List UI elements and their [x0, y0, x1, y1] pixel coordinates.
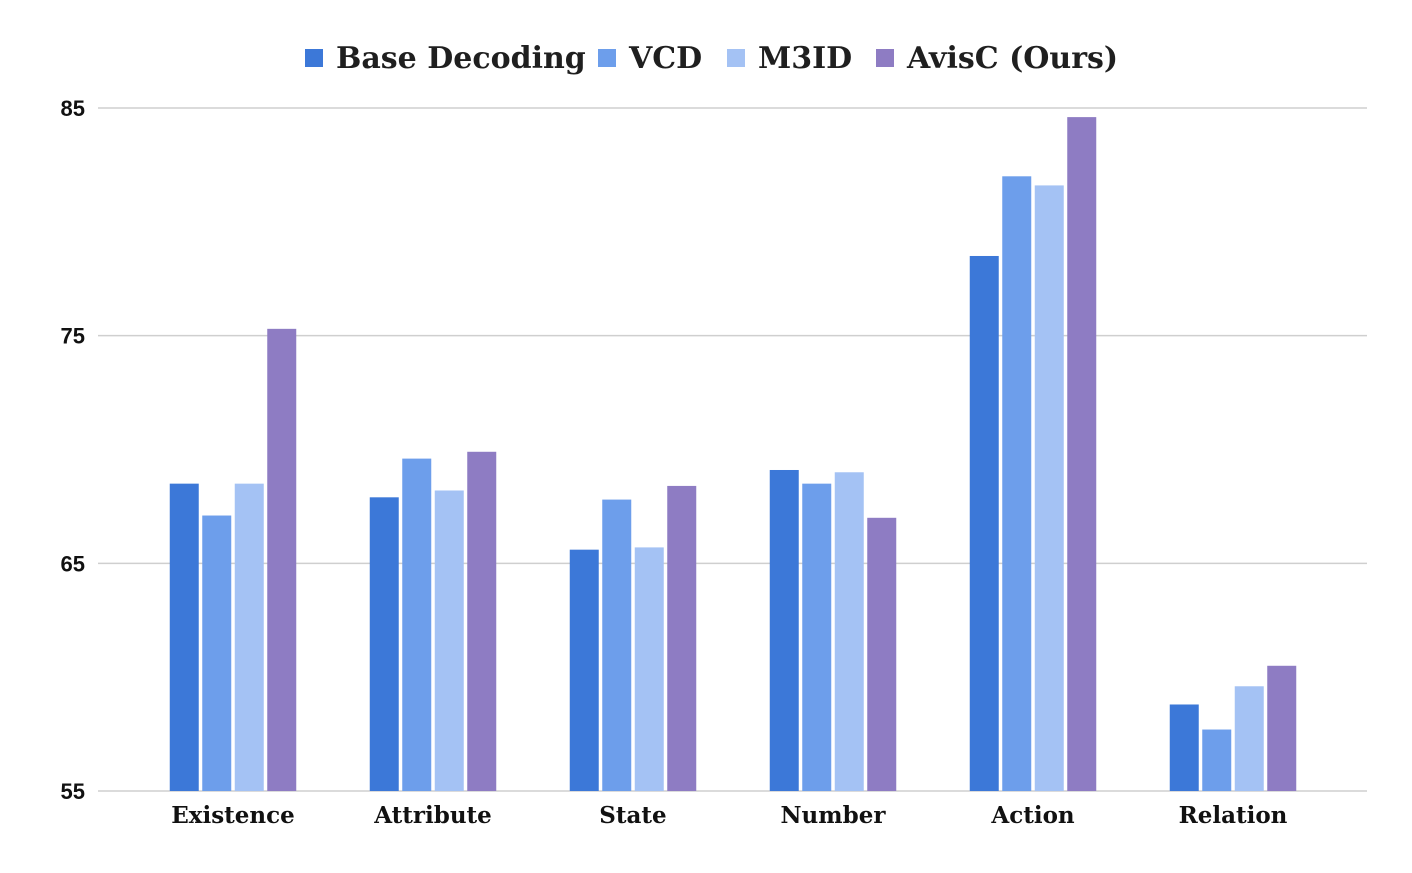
- gridlines: [98, 107, 1367, 792]
- y-tick-label: 85: [61, 96, 85, 121]
- legend-swatch: [727, 49, 745, 67]
- bar-attribute-m3id: [434, 490, 464, 791]
- x-category-label: Existence: [171, 802, 295, 829]
- legend-swatch: [305, 49, 323, 67]
- y-axis-ticks: 55 65 75 85: [61, 96, 85, 804]
- bar-action-avisc-ours: [1067, 117, 1097, 791]
- y-tick-label: 65: [61, 551, 85, 576]
- x-category-label: Action: [990, 802, 1075, 829]
- bar-number-base-decoding: [769, 469, 799, 791]
- legend-label: AvisC (Ours): [906, 41, 1118, 76]
- bar-attribute-avisc-ours: [467, 451, 497, 791]
- x-category-label: Attribute: [373, 802, 492, 829]
- bars: [169, 117, 1297, 792]
- bar-number-m3id: [834, 472, 864, 791]
- bar-action-m3id: [1034, 185, 1064, 791]
- x-axis-categories: Existence Attribute State Number Action Relat…: [171, 802, 1287, 829]
- bar-relation-avisc-ours: [1267, 665, 1297, 791]
- legend-label: Base Decoding: [336, 41, 586, 76]
- bar-number-vcd: [802, 483, 832, 791]
- bar-action-base-decoding: [969, 255, 999, 791]
- bar-state-avisc-ours: [667, 485, 697, 791]
- x-category-label: Relation: [1179, 802, 1288, 829]
- bar-relation-vcd: [1202, 729, 1232, 791]
- bar-relation-m3id: [1234, 686, 1264, 791]
- bar-attribute-vcd: [402, 458, 432, 791]
- legend-label: M3ID: [758, 41, 852, 76]
- legend-swatch: [598, 49, 616, 67]
- y-tick-label: 75: [61, 324, 85, 349]
- y-tick-label: 55: [61, 779, 85, 804]
- legend-label: VCD: [628, 41, 702, 76]
- bar-attribute-base-decoding: [369, 497, 399, 791]
- bar-existence-base-decoding: [169, 483, 199, 791]
- legend-swatch: [876, 49, 894, 67]
- bar-number-avisc-ours: [867, 517, 897, 791]
- bar-state-base-decoding: [569, 549, 599, 791]
- bar-existence-m3id: [234, 483, 264, 791]
- bar-relation-base-decoding: [1169, 704, 1199, 791]
- bar-state-m3id: [634, 547, 664, 791]
- bar-existence-vcd: [202, 515, 232, 791]
- x-category-label: State: [599, 802, 666, 829]
- bar-action-vcd: [1002, 176, 1032, 792]
- bar-state-vcd: [602, 499, 632, 791]
- legend: Base Decoding VCD M3ID AvisC (Ours): [305, 41, 1118, 76]
- x-category-label: Number: [781, 802, 887, 829]
- bar-existence-avisc-ours: [267, 328, 297, 791]
